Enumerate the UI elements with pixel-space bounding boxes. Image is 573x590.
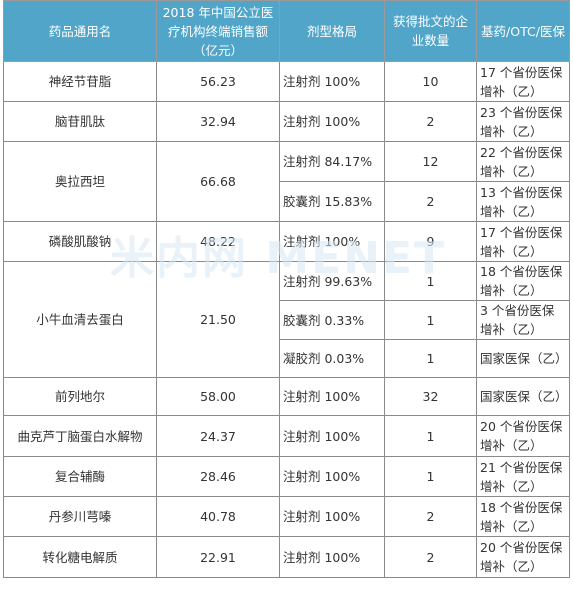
table-body: 神经节苷脂 56.23 注射剂 100% 10 17 个省份医保增补（乙） 脑苷肌肽 32.… bbox=[3, 61, 570, 578]
company-count-cell: 1 bbox=[384, 456, 477, 497]
drug-name-cell: 丹参川芎嗪 bbox=[3, 496, 157, 537]
table-row: 脑苷肌肽 32.94 注射剂 100% 2 23 个省份医保增补（乙） bbox=[3, 101, 570, 142]
sales-cell: 21.50 bbox=[156, 261, 280, 378]
table-row: 曲克芦丁脑蛋白水解物 24.37 注射剂 100% 1 20 个省份医保增补（乙） bbox=[3, 415, 570, 457]
header-sales: 2018 年中国公立医疗机构终端销售额（亿元） bbox=[156, 0, 280, 62]
dosage-form-cell: 注射剂 100% bbox=[279, 377, 385, 416]
drug-name-cell: 曲克芦丁脑蛋白水解物 bbox=[3, 415, 157, 457]
dosage-form-cell: 注射剂 100% bbox=[279, 496, 385, 537]
insurance-status-cell: 国家医保（乙） bbox=[476, 377, 570, 416]
table-row: 神经节苷脂 56.23 注射剂 100% 10 17 个省份医保增补（乙） bbox=[3, 61, 570, 102]
sales-cell: 22.91 bbox=[156, 536, 280, 578]
table-row: 复合辅酶 28.46 注射剂 100% 1 21 个省份医保增补（乙） bbox=[3, 456, 570, 497]
drug-name-cell: 脑苷肌肽 bbox=[3, 101, 157, 142]
dosage-form-cell: 注射剂 100% bbox=[279, 221, 385, 262]
drug-sales-table: 药品通用名 2018 年中国公立医疗机构终端销售额（亿元） 剂型格局 获得批文的… bbox=[3, 0, 570, 578]
insurance-status-cell: 22 个省份医保增补（乙） bbox=[476, 141, 570, 182]
drug-name-cell: 前列地尔 bbox=[3, 377, 157, 416]
insurance-status-cell: 20 个省份医保增补（乙） bbox=[476, 415, 570, 457]
dosage-form-cell: 注射剂 100% bbox=[279, 415, 385, 457]
drug-name-cell: 神经节苷脂 bbox=[3, 61, 157, 102]
insurance-status-cell: 23 个省份医保增补（乙） bbox=[476, 101, 570, 142]
drug-name-cell: 复合辅酶 bbox=[3, 456, 157, 497]
company-count-cell: 2 bbox=[384, 101, 477, 142]
insurance-status-cell: 3 个省份医保增补（乙） bbox=[476, 300, 570, 340]
company-count-cell: 12 bbox=[384, 141, 477, 182]
company-count-cell: 9 bbox=[384, 221, 477, 262]
sales-cell: 28.46 bbox=[156, 456, 280, 497]
table-header-row: 药品通用名 2018 年中国公立医疗机构终端销售额（亿元） 剂型格局 获得批文的… bbox=[3, 0, 570, 62]
insurance-status-cell: 20 个省份医保增补（乙） bbox=[476, 536, 570, 578]
company-count-cell: 1 bbox=[384, 339, 477, 378]
sales-cell: 24.37 bbox=[156, 415, 280, 457]
company-count-cell: 32 bbox=[384, 377, 477, 416]
company-count-cell: 1 bbox=[384, 415, 477, 457]
drug-name-cell: 磷酸肌酸钠 bbox=[3, 221, 157, 262]
insurance-status-cell: 13 个省份医保增补（乙） bbox=[476, 181, 570, 222]
sales-cell: 48.22 bbox=[156, 221, 280, 262]
table-row: 胶囊剂 0.33% 1 3 个省份医保增补（乙） bbox=[4, 300, 570, 340]
dosage-form-cell: 凝胶剂 0.03% bbox=[279, 339, 385, 378]
table-row: 转化糖电解质 22.91 注射剂 100% 2 20 个省份医保增补（乙） bbox=[3, 536, 570, 578]
company-count-cell: 2 bbox=[384, 181, 477, 222]
table-row: 前列地尔 58.00 注射剂 100% 32 国家医保（乙） bbox=[3, 377, 570, 416]
drug-name-cell: 奥拉西坦 bbox=[3, 141, 157, 222]
sales-cell: 66.68 bbox=[156, 141, 280, 222]
drug-name-cell: 转化糖电解质 bbox=[3, 536, 157, 578]
table-row: 丹参川芎嗪 40.78 注射剂 100% 2 18 个省份医保增补（乙） bbox=[3, 496, 570, 537]
company-count-cell: 1 bbox=[384, 300, 477, 340]
insurance-status-cell: 17 个省份医保增补（乙） bbox=[476, 221, 570, 262]
dosage-form-cell: 注射剂 100% bbox=[279, 456, 385, 497]
table-row: 凝胶剂 0.03% 1 国家医保（乙） bbox=[4, 339, 570, 378]
header-company-count: 获得批文的企业数量 bbox=[384, 0, 477, 62]
header-insurance-status: 基药/OTC/医保 bbox=[476, 0, 570, 62]
dosage-form-cell: 注射剂 100% bbox=[279, 61, 385, 102]
table-row: 磷酸肌酸钠 48.22 注射剂 100% 9 17 个省份医保增补（乙） bbox=[3, 221, 570, 262]
dosage-form-cell: 胶囊剂 15.83% bbox=[279, 181, 385, 222]
insurance-status-cell: 17 个省份医保增补（乙） bbox=[476, 61, 570, 102]
sales-cell: 32.94 bbox=[156, 101, 280, 142]
sales-cell: 40.78 bbox=[156, 496, 280, 537]
dosage-form-cell: 注射剂 84.17% bbox=[279, 141, 385, 182]
dosage-form-cell: 胶囊剂 0.33% bbox=[279, 300, 385, 340]
sales-cell: 56.23 bbox=[156, 61, 280, 102]
table-row: 胶囊剂 15.83% 2 13 个省份医保增补（乙） bbox=[4, 181, 570, 222]
dosage-form-cell: 注射剂 99.63% bbox=[279, 261, 385, 301]
insurance-status-cell: 18 个省份医保增补（乙） bbox=[476, 261, 570, 301]
company-count-cell: 1 bbox=[384, 261, 477, 301]
header-dosage-form: 剂型格局 bbox=[279, 0, 385, 62]
table-row: 小牛血清去蛋白 21.50 注射剂 99.63% 1 18 个省份医保增补（乙） bbox=[3, 261, 570, 378]
insurance-status-cell: 18 个省份医保增补（乙） bbox=[476, 496, 570, 537]
company-count-cell: 10 bbox=[384, 61, 477, 102]
drug-name-cell: 小牛血清去蛋白 bbox=[3, 261, 157, 378]
header-drug-name: 药品通用名 bbox=[3, 0, 157, 62]
table-row: 奥拉西坦 66.68 注射剂 84.17% 12 22 个省份医保增补（乙） bbox=[3, 141, 570, 222]
sales-cell: 58.00 bbox=[156, 377, 280, 416]
dosage-form-cell: 注射剂 100% bbox=[279, 101, 385, 142]
insurance-status-cell: 21 个省份医保增补（乙） bbox=[476, 456, 570, 497]
company-count-cell: 2 bbox=[384, 536, 477, 578]
dosage-form-cell: 注射剂 100% bbox=[279, 536, 385, 578]
insurance-status-cell: 国家医保（乙） bbox=[476, 339, 570, 378]
company-count-cell: 2 bbox=[384, 496, 477, 537]
